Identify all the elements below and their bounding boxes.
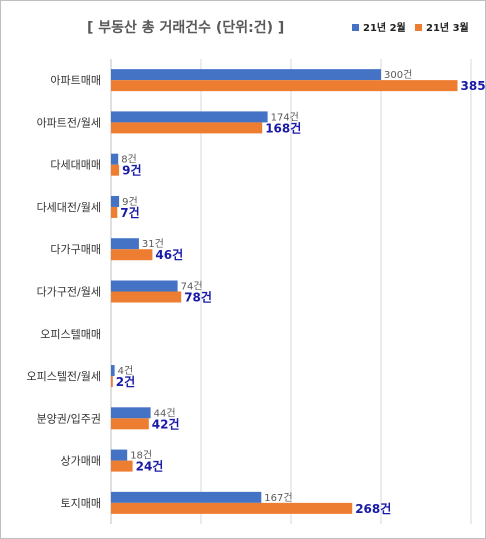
- category-label: 오피스텔전/월세: [26, 370, 101, 383]
- data-label-mar: 168건: [265, 120, 301, 135]
- legend-label-feb: 21년 2월: [363, 23, 406, 34]
- bar-mar: [111, 460, 133, 472]
- data-label-mar: 78건: [184, 290, 212, 305]
- category-label: 토지매매: [61, 497, 101, 510]
- data-label-feb: 9건: [122, 196, 138, 208]
- bar-mar: [111, 502, 353, 514]
- bar-mar: [111, 164, 120, 176]
- legend-item-feb: 21년 2월: [352, 19, 406, 34]
- bar-mar: [111, 80, 458, 92]
- data-label-feb: 44건: [154, 407, 176, 419]
- data-label-feb: 8건: [121, 154, 137, 166]
- data-label-mar: 46건: [155, 247, 183, 262]
- bar-mar: [111, 122, 263, 134]
- data-label-feb: 74건: [181, 281, 203, 293]
- data-label-mar: 7건: [120, 205, 139, 220]
- data-label-feb: 167건: [264, 492, 292, 504]
- data-label-mar: 24건: [136, 459, 164, 474]
- bar-feb: [111, 280, 178, 292]
- category-label: 다가구매매: [50, 243, 101, 256]
- category-label: 오피스텔매매: [40, 328, 101, 341]
- chart-title: [ 부동산 총 거래건수 (단위:건) ]: [87, 20, 285, 36]
- category-label: 다세대전/월세: [37, 201, 101, 214]
- data-label-feb: 174건: [271, 111, 299, 123]
- bar-feb: [111, 449, 128, 461]
- data-label-mar: 385건: [461, 78, 486, 93]
- data-label-mar: 42건: [152, 416, 180, 431]
- category-label: 상가매매: [61, 455, 101, 468]
- bar-mar: [111, 418, 149, 430]
- legend-swatch-feb: [352, 23, 359, 31]
- bar-feb: [111, 365, 115, 377]
- category-label: 분양권/입주권: [37, 412, 101, 425]
- bar-mar: [111, 376, 113, 388]
- data-label-mar: 9건: [122, 163, 141, 178]
- data-label-mar: 2건: [116, 374, 135, 389]
- legend-swatch-mar: [415, 23, 422, 31]
- bar-mar: [111, 249, 153, 261]
- legend-label-mar: 21년 3월: [426, 23, 469, 34]
- category-label: 다세대매매: [50, 159, 101, 172]
- bar-feb: [111, 407, 151, 419]
- category-label: 아파트전/월세: [37, 116, 101, 129]
- data-label-feb: 18건: [130, 450, 152, 462]
- data-label-feb: 31건: [142, 238, 164, 250]
- bar-feb: [111, 491, 262, 503]
- bar-feb: [111, 69, 381, 81]
- bar-feb: [111, 153, 119, 165]
- bar-feb: [111, 195, 120, 207]
- bar-feb: [111, 238, 139, 250]
- category-label: 아파트매매: [50, 74, 101, 87]
- legend-item-mar: 21년 3월: [415, 19, 469, 34]
- bar-mar: [111, 206, 118, 218]
- category-label: 다가구전/월세: [37, 286, 101, 299]
- data-label-feb: 4건: [118, 365, 134, 377]
- bar-mar: [111, 291, 182, 303]
- data-label-mar: 268건: [355, 501, 391, 516]
- data-label-feb: 300건: [384, 69, 412, 81]
- bar-feb: [111, 111, 268, 123]
